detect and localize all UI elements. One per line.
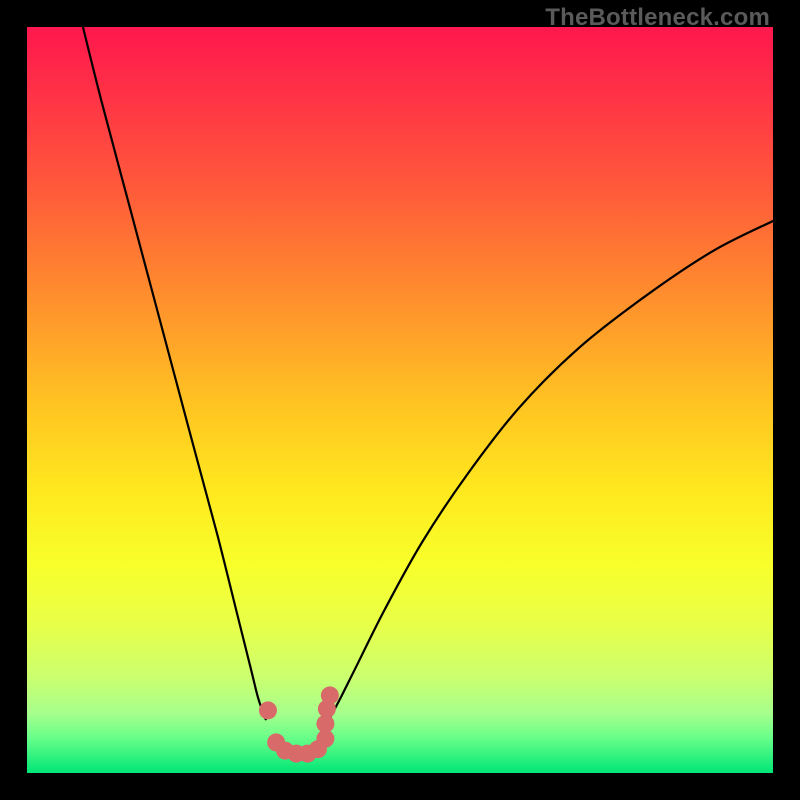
chart-frame: TheBottleneck.com <box>0 0 800 800</box>
plot-svg <box>27 27 773 773</box>
trough-dot <box>321 686 339 704</box>
gradient-background <box>27 27 773 773</box>
trough-dot <box>259 701 277 719</box>
